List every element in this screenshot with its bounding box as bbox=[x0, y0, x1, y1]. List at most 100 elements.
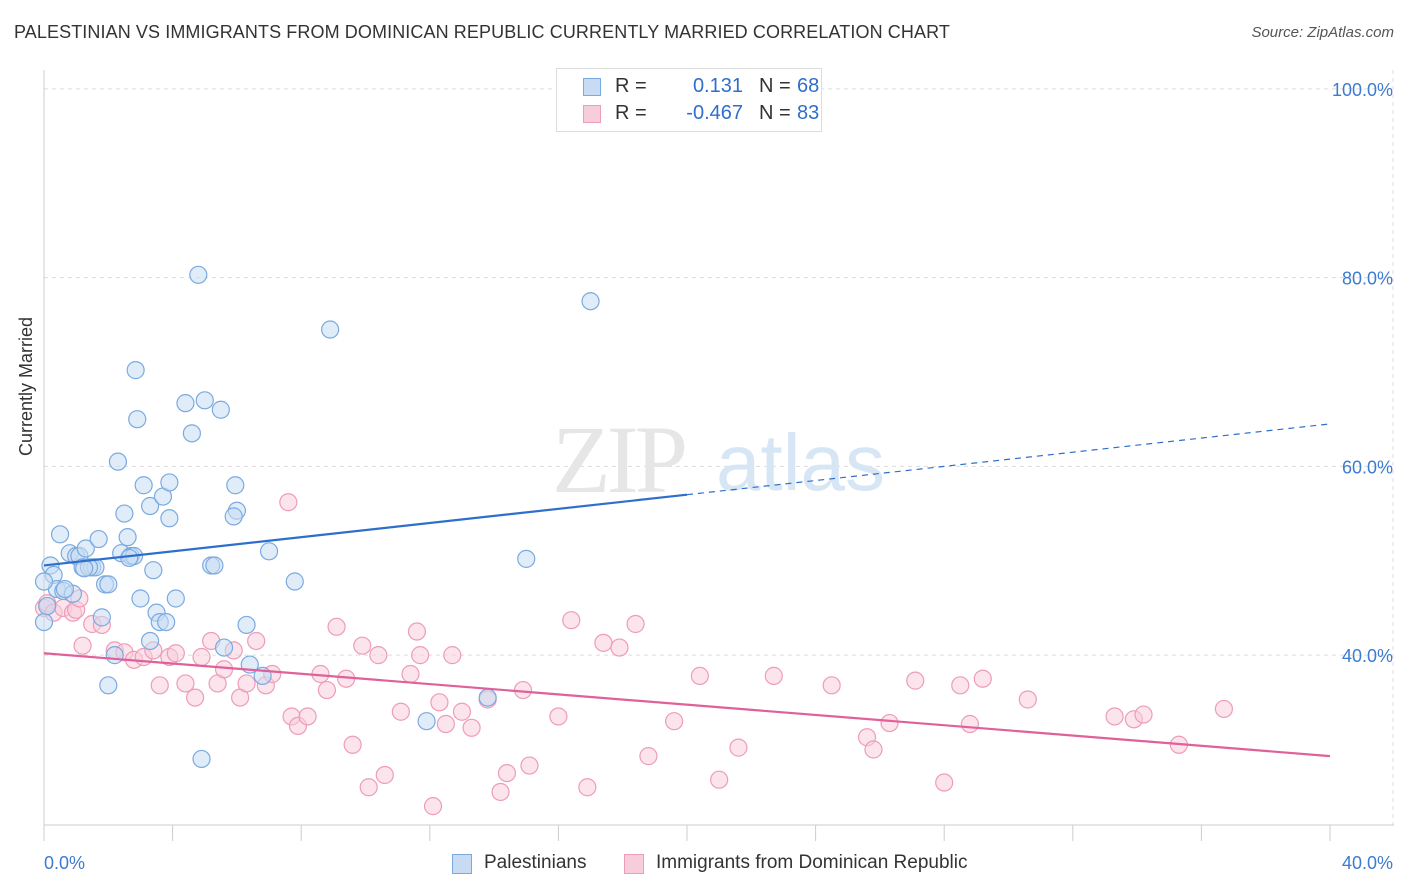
point-palestinians bbox=[38, 596, 57, 616]
point-dominican bbox=[973, 669, 992, 688]
point-palestinians bbox=[115, 504, 134, 523]
trend-line-palestinians-projection bbox=[686, 423, 1331, 496]
point-palestinians bbox=[195, 391, 214, 410]
point-palestinians bbox=[581, 292, 600, 311]
point-palestinians bbox=[237, 615, 256, 635]
point-dominican bbox=[594, 633, 613, 652]
source-label: Source: ZipAtlas.com bbox=[1251, 24, 1394, 41]
point-dominican bbox=[214, 660, 234, 679]
point-dominican bbox=[423, 797, 443, 816]
point-dominican bbox=[491, 782, 510, 802]
point-dominican bbox=[520, 756, 539, 775]
point-palestinians bbox=[224, 507, 243, 526]
watermark: ZIP atlas bbox=[552, 406, 885, 513]
point-dominican bbox=[764, 666, 783, 685]
correlation-legend: R = 0.131 N = 68 R = -0.467 N = 83 bbox=[556, 68, 822, 132]
point-palestinians bbox=[131, 589, 150, 608]
point-palestinians bbox=[517, 549, 536, 568]
point-dominican bbox=[401, 664, 420, 684]
point-dominican bbox=[610, 638, 629, 657]
point-dominican bbox=[951, 676, 970, 695]
point-palestinians bbox=[99, 575, 118, 594]
x-tick-label: 0.0% bbox=[44, 853, 85, 873]
point-palestinians bbox=[166, 589, 185, 608]
legend-n-value: 68 bbox=[797, 75, 820, 97]
y-tick-label: 40.0% bbox=[1342, 646, 1393, 666]
point-dominican bbox=[150, 676, 169, 695]
legend-r-label: R = bbox=[615, 102, 647, 124]
legend-r-label: R = bbox=[615, 75, 647, 97]
series-pink-points bbox=[34, 493, 1234, 816]
point-dominican bbox=[880, 713, 899, 733]
point-dominican bbox=[626, 614, 645, 634]
y-axis-label: Currently Married bbox=[16, 316, 36, 456]
point-dominican bbox=[375, 765, 394, 785]
point-palestinians bbox=[214, 638, 234, 657]
point-dominican bbox=[562, 611, 581, 630]
point-dominican bbox=[359, 778, 378, 797]
point-palestinians bbox=[157, 612, 176, 632]
legend-swatch-pink bbox=[583, 105, 601, 123]
point-dominican bbox=[906, 671, 925, 690]
point-palestinians bbox=[211, 400, 230, 419]
point-palestinians bbox=[50, 525, 70, 544]
point-palestinians bbox=[144, 561, 163, 580]
point-dominican bbox=[462, 718, 481, 737]
point-palestinians bbox=[140, 496, 160, 516]
point-palestinians bbox=[192, 749, 211, 769]
point-dominican bbox=[960, 714, 980, 734]
point-dominican bbox=[369, 646, 388, 665]
point-palestinians bbox=[478, 688, 497, 707]
axes bbox=[43, 70, 1394, 841]
point-palestinians bbox=[182, 424, 201, 443]
legend-n-label: N = bbox=[759, 102, 791, 124]
point-palestinians bbox=[89, 529, 108, 549]
point-dominican bbox=[729, 738, 748, 757]
legend-r-value: 0.131 bbox=[692, 75, 743, 97]
trend-line-dominican bbox=[43, 652, 1331, 758]
point-palestinians bbox=[205, 556, 224, 575]
point-palestinians bbox=[140, 631, 160, 651]
bottom-legend-swatch-blue bbox=[452, 854, 472, 874]
point-dominican bbox=[298, 707, 317, 726]
watermark-zip: ZIP bbox=[552, 406, 685, 513]
point-dominican bbox=[247, 631, 266, 651]
point-dominican bbox=[176, 674, 195, 693]
point-palestinians bbox=[99, 676, 118, 695]
point-palestinians bbox=[160, 473, 179, 492]
point-dominican bbox=[1134, 705, 1153, 724]
point-dominican bbox=[436, 714, 455, 734]
point-palestinians bbox=[118, 528, 137, 547]
y-tick-label: 100.0% bbox=[1332, 80, 1393, 100]
series-blue-points bbox=[34, 265, 600, 769]
point-dominican bbox=[452, 702, 472, 721]
point-dominican bbox=[822, 676, 841, 695]
tick-labels: 40.0% 60.0% 80.0% 100.0% 0.0% 40.0% bbox=[44, 80, 1393, 873]
point-dominican bbox=[497, 763, 517, 783]
point-dominican bbox=[192, 647, 211, 667]
bottom-legend-label: Palestinians bbox=[484, 852, 587, 873]
point-palestinians bbox=[34, 572, 54, 591]
point-palestinians bbox=[176, 394, 195, 413]
point-dominican bbox=[353, 636, 372, 655]
trend-lines bbox=[43, 423, 1331, 758]
point-palestinians bbox=[34, 612, 54, 632]
point-palestinians bbox=[189, 265, 208, 284]
legend-n-value: 83 bbox=[797, 102, 820, 124]
point-dominican bbox=[73, 636, 92, 655]
point-palestinians bbox=[285, 572, 304, 591]
point-palestinians bbox=[160, 509, 179, 528]
trend-line-palestinians bbox=[43, 493, 688, 567]
point-dominican bbox=[443, 646, 462, 665]
y-tick-label: 60.0% bbox=[1342, 457, 1393, 477]
point-dominican bbox=[317, 680, 337, 700]
point-palestinians bbox=[76, 539, 95, 558]
point-dominican bbox=[391, 702, 410, 721]
point-dominican bbox=[411, 646, 430, 665]
legend-r-value: -0.467 bbox=[686, 102, 743, 124]
point-palestinians bbox=[134, 476, 153, 495]
point-palestinians bbox=[105, 646, 124, 665]
point-dominican bbox=[1214, 699, 1234, 719]
point-palestinians bbox=[108, 452, 128, 471]
legend-swatch-blue bbox=[583, 78, 601, 96]
